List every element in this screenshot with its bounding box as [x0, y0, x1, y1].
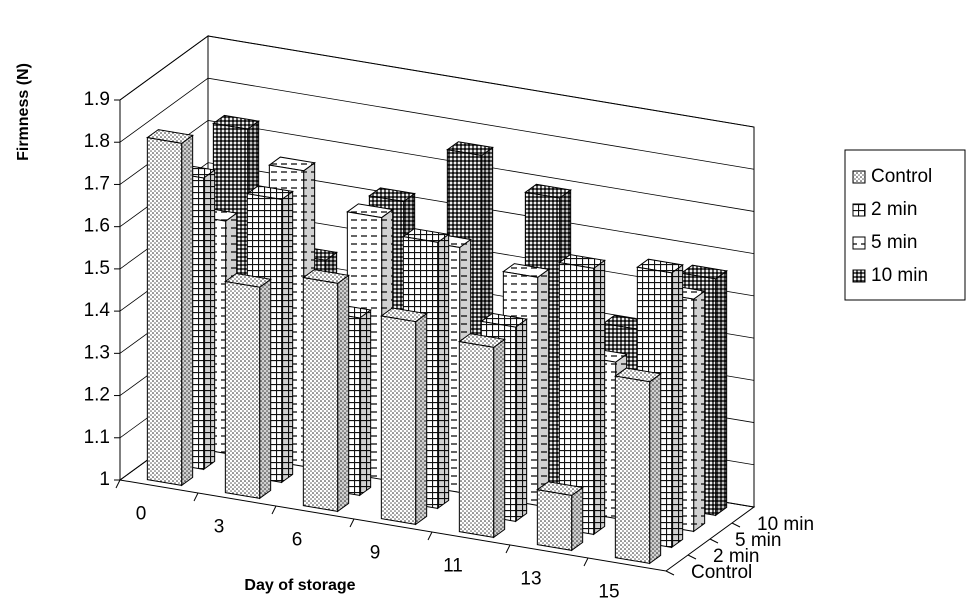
z-tick — [710, 539, 718, 543]
bar-side-shade — [338, 275, 349, 511]
legend-label: 5 min — [871, 232, 917, 253]
y-tick-label: 1.7 — [84, 173, 110, 194]
x-tick — [350, 519, 354, 527]
y-tick-label: 1.2 — [84, 385, 110, 406]
x-tick-label: 15 — [598, 582, 619, 598]
y-tick-label: 1.4 — [84, 300, 111, 321]
x-axis-title: Day of storage — [244, 577, 355, 594]
bar-side-shade — [438, 234, 449, 508]
chart: Firmness (N) Day of storage 1 1.1 1.2 1.3 1.… — [0, 0, 967, 598]
bar-side-shade — [182, 135, 193, 485]
x-tick — [584, 558, 588, 566]
y-tick-label: 1.5 — [84, 258, 110, 279]
bar-side-shade — [650, 374, 661, 564]
bar — [381, 316, 415, 524]
x-tick-label: 3 — [214, 517, 225, 538]
z-tick — [688, 555, 696, 559]
bar — [147, 138, 181, 486]
bar-side-shade — [260, 279, 271, 498]
bar — [225, 282, 259, 499]
bar-side-shade — [516, 319, 527, 521]
bar-side-shade — [694, 291, 705, 531]
bar-side-shade — [282, 191, 293, 482]
y-tick-label: 1.3 — [84, 342, 110, 363]
x-tick — [194, 493, 198, 501]
y-tick-label: 1 — [99, 469, 110, 490]
x-tick — [428, 532, 432, 540]
z-tick — [732, 523, 740, 527]
bar-side-shade — [672, 265, 683, 547]
bar — [615, 376, 649, 563]
bar-side-shade — [594, 260, 605, 534]
legend-swatch — [853, 204, 865, 216]
bar-side-shade — [416, 314, 427, 525]
legend-swatch — [853, 270, 865, 282]
x-tick-label: 11 — [443, 556, 463, 577]
x-tick — [116, 480, 120, 488]
bar-side-shade — [494, 339, 505, 537]
y-tick-label: 1.6 — [84, 216, 110, 237]
y-tick-label: 1.8 — [84, 131, 110, 152]
bar — [537, 490, 571, 551]
bar — [303, 278, 337, 512]
z-tick-label: 10 min — [757, 514, 814, 535]
bar-side-shade — [360, 310, 371, 495]
x-tick — [506, 545, 510, 553]
bar-side-shade — [204, 170, 215, 469]
bar-side-shade — [572, 487, 583, 550]
legend-label: 2 min — [871, 199, 917, 220]
y-tick-label: 1.1 — [84, 427, 110, 448]
x-tick-label: 0 — [136, 504, 147, 525]
bar — [459, 342, 493, 538]
legend-label: 10 min — [871, 265, 928, 286]
y-tick-label: 1.9 — [84, 89, 110, 110]
legend-label: Control — [871, 166, 932, 187]
x-tick — [272, 506, 276, 514]
x-tick-label: 9 — [370, 543, 381, 564]
bar-side-shade — [538, 269, 549, 505]
y-axis-title: Firmness (N) — [15, 63, 32, 161]
bar-side-shade — [716, 271, 727, 515]
x-tick-label: 13 — [520, 569, 541, 590]
x-tick-label: 6 — [292, 530, 303, 551]
legend-swatch — [853, 171, 865, 183]
z-tick — [666, 571, 674, 575]
legend-swatch — [853, 237, 865, 249]
